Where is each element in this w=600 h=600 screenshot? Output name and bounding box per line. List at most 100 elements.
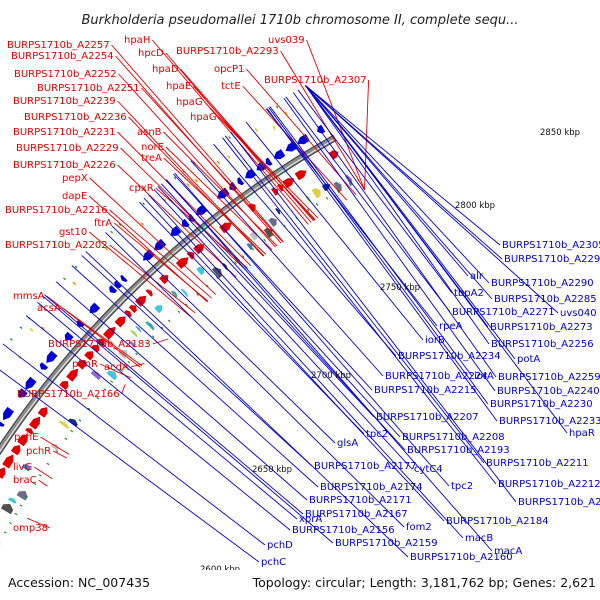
reverse-gene-label[interactable]: BURPS1710b_A2207: [376, 412, 479, 423]
forward-gene-label[interactable]: braC: [13, 475, 37, 486]
reverse-gene-label[interactable]: BURPS1710b_A2171: [309, 495, 412, 506]
forward-gene-label[interactable]: pchE: [14, 432, 39, 443]
forward-gene-label[interactable]: BURPS1710b_A2307: [264, 75, 367, 86]
reverse-gene-label[interactable]: alr: [470, 271, 484, 282]
forward-gene-label[interactable]: cpxR: [129, 183, 154, 194]
reverse-gene-label[interactable]: BURPS1710b_A2224: [385, 371, 488, 382]
forward-gene-label[interactable]: BURPS1710b_A2257: [7, 40, 110, 51]
reverse-gene-label[interactable]: glsA: [337, 438, 358, 449]
reverse-gene-label[interactable]: BURPS1710b_A2240: [497, 386, 600, 397]
forward-gene-label[interactable]: hpaD: [152, 64, 179, 75]
forward-gene-label[interactable]: BURPS1710b_A2236: [24, 112, 127, 123]
reverse-leader-line: [105, 232, 405, 528]
reverse-gene-label[interactable]: BURPS1710b_A2213: [518, 497, 600, 508]
forward-gene-label[interactable]: acsA: [37, 303, 61, 314]
forward-gene-label[interactable]: acdA: [104, 362, 129, 373]
reverse-gene-label[interactable]: tpc2: [451, 481, 473, 492]
reverse-gene-label[interactable]: iorA: [474, 371, 494, 382]
forward-gene-label[interactable]: BURPS1710b_A2251: [37, 83, 140, 94]
forward-gene-label[interactable]: pepX: [62, 173, 88, 184]
forward-gene-label[interactable]: ftrA: [94, 218, 112, 229]
rna-feature-marker: [272, 125, 276, 130]
reverse-gene-label[interactable]: BURPS1710b_A2156: [292, 525, 395, 536]
reverse-gene-arrow: [64, 331, 74, 341]
forward-gene-label[interactable]: BURPS1710b_A2229: [16, 143, 119, 154]
reverse-gene-label[interactable]: BURPS1710b_A2256: [491, 339, 594, 350]
forward-gene-label[interactable]: dapE: [62, 191, 87, 202]
forward-gene-label[interactable]: pchR: [26, 446, 51, 457]
forward-gene-label[interactable]: BURPS1710b_A2166: [17, 389, 120, 400]
reverse-gene-label[interactable]: BURPS1710b_A2160: [410, 552, 513, 563]
forward-gene-label[interactable]: BURPS1710b_A2216: [5, 205, 108, 216]
forward-gene-label[interactable]: hpaG: [190, 112, 217, 123]
forward-gene-label[interactable]: norE: [141, 142, 164, 153]
forward-gene-label[interactable]: asnB: [137, 127, 162, 138]
forward-gene-label[interactable]: BURPS1710b_A2226: [13, 160, 116, 171]
forward-leader-line: [141, 87, 284, 243]
annotation-block: [16, 491, 28, 501]
forward-gene-label[interactable]: BURPS1710b_A2252: [14, 69, 117, 80]
forward-gene-label[interactable]: livG: [13, 462, 32, 473]
reverse-gene-label[interactable]: BURPS1710b_A2271: [452, 307, 555, 318]
forward-gene-label[interactable]: opcP1: [214, 64, 244, 75]
reverse-gene-label[interactable]: BURPS1710b_A2234: [398, 351, 501, 362]
reverse-leader-line: [285, 96, 451, 313]
position-label-2800: 2800 kbp: [455, 201, 495, 211]
reverse-gene-label[interactable]: BURPS1710b_A2184: [446, 516, 549, 527]
reverse-gene-label[interactable]: BURPS1710b_A2230: [490, 399, 593, 410]
reverse-gene-label[interactable]: BURPS1710b_A2292: [504, 254, 600, 265]
reverse-gene-label[interactable]: fom2: [406, 522, 432, 533]
reverse-gene-label[interactable]: macA: [494, 546, 522, 557]
reverse-gene-label[interactable]: rpeA: [439, 321, 463, 332]
forward-gene-label[interactable]: BURPS1710b_A2183: [48, 339, 151, 350]
forward-gene-label[interactable]: BURPS1710b_A2231: [13, 127, 116, 138]
reverse-gene-label[interactable]: BURPS1710b_A2177: [314, 461, 417, 472]
forward-gene-label[interactable]: BURPS1710b_A2202: [5, 240, 108, 251]
reverse-gene-label[interactable]: BURPS1710b_A2273: [490, 322, 593, 333]
forward-gene-arrow: [29, 416, 41, 430]
forward-gene-arrow: [271, 187, 279, 196]
reverse-gene-label[interactable]: BURPS1710b_A2208: [402, 432, 505, 443]
forward-gene-label[interactable]: hpcD: [138, 48, 164, 59]
reverse-gene-label[interactable]: BURPS1710b_A2159: [335, 538, 438, 549]
forward-gene-label[interactable]: gst10: [59, 227, 87, 238]
forward-gene-label[interactable]: BURPS1710b_A2293: [176, 46, 279, 57]
forward-gene-label[interactable]: uvs039: [268, 35, 305, 46]
forward-gene-label[interactable]: BURPS1710b_A2254: [11, 51, 114, 62]
forward-gene-label[interactable]: treA: [141, 153, 162, 164]
forward-gene-arrow: [84, 351, 94, 361]
reverse-gene-label[interactable]: potA: [517, 354, 540, 365]
forward-gene-label[interactable]: hpaH: [124, 35, 150, 46]
forward-gene-label[interactable]: phnR: [72, 359, 98, 370]
reverse-gene-label[interactable]: BURPS1710b_A2290: [491, 278, 594, 289]
forward-gene-label[interactable]: hpaG: [176, 97, 203, 108]
reverse-gene-label[interactable]: BURPS1710b_A2233: [499, 416, 600, 427]
forward-gene-label[interactable]: omp38: [13, 523, 48, 534]
reverse-gene-label[interactable]: iorB: [425, 335, 445, 346]
forward-leader-line: [88, 231, 192, 318]
reverse-gene-label[interactable]: cytC4: [414, 464, 443, 475]
reverse-gene-label[interactable]: tpc2: [366, 429, 388, 440]
forward-gene-label[interactable]: BURPS1710b_A2239: [13, 96, 116, 107]
reverse-gene-label[interactable]: BURPS1710b_A2215: [374, 385, 477, 396]
reverse-gene-label[interactable]: BURPS1710b_A2193: [407, 445, 510, 456]
forward-gene-label[interactable]: tctE: [221, 81, 241, 92]
reverse-gene-label[interactable]: pchD: [267, 540, 293, 551]
reverse-gene-label[interactable]: uvs040: [560, 308, 597, 319]
reverse-gene-label[interactable]: xprA: [299, 514, 322, 525]
gc-marker: [160, 326, 164, 330]
forward-gene-label[interactable]: hpaE: [166, 81, 191, 92]
gc-marker: [127, 361, 131, 364]
reverse-gene-label[interactable]: pchC: [261, 557, 286, 568]
reverse-gene-label[interactable]: BURPS1710b_A2167: [305, 509, 408, 520]
reverse-gene-label[interactable]: BURPS1710b_A2212: [498, 479, 600, 490]
reverse-gene-label[interactable]: tbpA2: [454, 288, 484, 299]
reverse-gene-label[interactable]: BURPS1710b_A2259: [498, 372, 600, 383]
reverse-gene-label[interactable]: BURPS1710b_A2285: [494, 294, 597, 305]
reverse-gene-label[interactable]: macB: [465, 533, 493, 544]
reverse-gene-label[interactable]: BURPS1710b_A2305: [502, 240, 600, 251]
reverse-gene-label[interactable]: BURPS1710b_A2211: [486, 458, 589, 469]
reverse-gene-label[interactable]: BURPS1710b_A2174: [320, 482, 423, 493]
reverse-gene-label[interactable]: hpaR: [569, 428, 595, 439]
forward-gene-label[interactable]: mmsA: [13, 291, 45, 302]
